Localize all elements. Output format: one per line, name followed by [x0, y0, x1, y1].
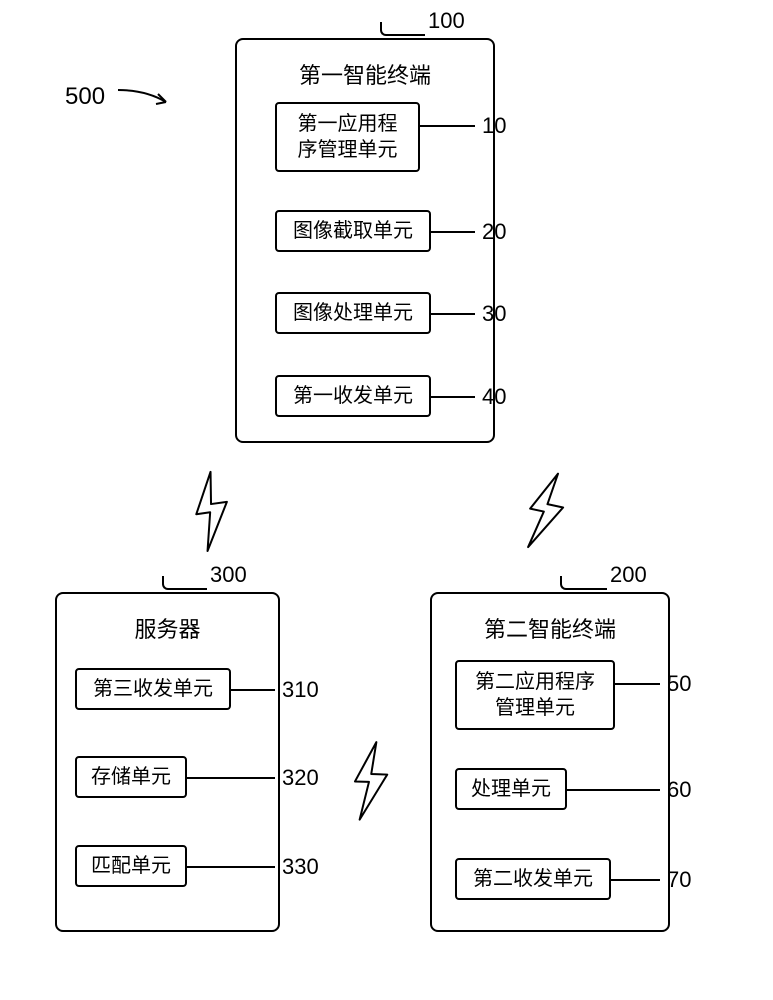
unit-60: 处理单元 [455, 768, 567, 810]
ref-30: 30 [482, 301, 506, 327]
unit-330-text: 匹配单元 [91, 853, 171, 879]
ref-70: 70 [667, 867, 691, 893]
unit-330: 匹配单元 [75, 845, 187, 887]
unit-70: 第二收发单元 [455, 858, 611, 900]
system-ref-label: 500 [65, 83, 105, 110]
unit-310: 第三收发单元 [75, 668, 231, 710]
unit-70-text: 第二收发单元 [473, 866, 593, 892]
ref-terminal1: 100 [428, 8, 465, 34]
leader-310 [231, 689, 275, 691]
unit-30: 图像处理单元 [275, 292, 431, 334]
leader-20 [431, 231, 475, 233]
leader-40 [431, 396, 475, 398]
unit-320-text: 存储单元 [91, 764, 171, 790]
ref-60: 60 [667, 777, 691, 803]
hook-terminal2 [560, 576, 607, 590]
ref-310: 310 [282, 677, 319, 703]
unit-30-text: 图像处理单元 [293, 300, 413, 326]
bolt-icon [512, 465, 580, 556]
unit-20: 图像截取单元 [275, 210, 431, 252]
unit-10: 第一应用程序管理单元 [275, 102, 420, 172]
block-terminal1-title: 第一智能终端 [237, 58, 493, 90]
system-ref-arrow: 500 [65, 83, 186, 112]
block-server-title: 服务器 [57, 612, 278, 644]
unit-320: 存储单元 [75, 756, 187, 798]
unit-60-text: 处理单元 [471, 776, 551, 802]
unit-20-text: 图像截取单元 [293, 218, 413, 244]
leader-30 [431, 313, 475, 315]
unit-10-text: 第一应用程序管理单元 [298, 111, 398, 163]
ref-terminal2: 200 [610, 562, 647, 588]
bolt-icon [344, 739, 399, 823]
ref-40: 40 [482, 384, 506, 410]
hook-terminal1 [380, 22, 425, 36]
bolt-icon [181, 467, 244, 555]
diagram-canvas: 500 第一智能终端 100 第一应用程序管理单元 10 图像截取单元 20 图… [0, 0, 773, 1000]
hook-server [162, 576, 207, 590]
ref-320: 320 [282, 765, 319, 791]
ref-10: 10 [482, 113, 506, 139]
block-terminal2-title: 第二智能终端 [432, 612, 668, 644]
ref-20: 20 [482, 219, 506, 245]
unit-50-text: 第二应用程序管理单元 [475, 669, 595, 721]
ref-50: 50 [667, 671, 691, 697]
unit-40: 第一收发单元 [275, 375, 431, 417]
leader-320 [187, 777, 275, 779]
leader-50 [615, 683, 660, 685]
ref-330: 330 [282, 854, 319, 880]
unit-310-text: 第三收发单元 [93, 676, 213, 702]
unit-40-text: 第一收发单元 [293, 383, 413, 409]
leader-60 [567, 789, 660, 791]
ref-server: 300 [210, 562, 247, 588]
unit-50: 第二应用程序管理单元 [455, 660, 615, 730]
leader-330 [187, 866, 275, 868]
leader-10 [420, 125, 475, 127]
leader-70 [611, 879, 660, 881]
